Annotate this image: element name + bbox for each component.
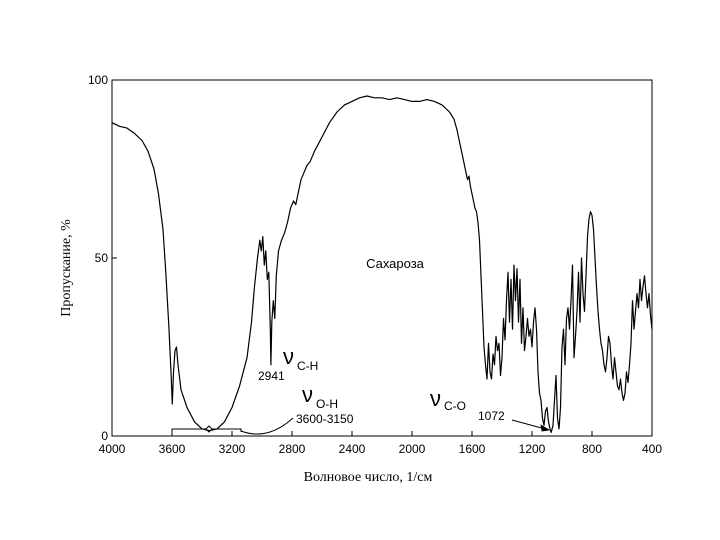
- nu-symbol-c-h: ν: [283, 344, 294, 369]
- nu-symbol-o-h: ν: [302, 382, 313, 407]
- o-h-leader-line: [240, 417, 294, 435]
- annotation-o-h: ν O-H 3600-3150: [171, 382, 354, 435]
- nu-symbol-c-o: ν: [430, 386, 441, 411]
- annotation-label-c-o: C-O: [444, 399, 466, 413]
- annotation-value-1072: 1072: [478, 409, 505, 423]
- annotation-value-2941: 2941: [258, 369, 285, 383]
- x-tick-label: 1200: [519, 442, 546, 456]
- x-tick-label: 2000: [399, 442, 426, 456]
- c-o-arrowhead: [540, 424, 551, 432]
- x-tick-label: 2800: [279, 442, 306, 456]
- x-tick-label: 2400: [339, 442, 366, 456]
- x-axis-title: Волновое число, 1/см: [304, 470, 433, 485]
- x-tick-label: 1600: [459, 442, 486, 456]
- chart-title: Сахароза: [366, 256, 425, 271]
- annotation-label-c-h: C-H: [297, 359, 318, 373]
- y-axis-ticks: 0 50 100: [88, 73, 117, 443]
- annotation-c-h: ν C-H 2941: [258, 344, 318, 383]
- annotation-label-o-h: O-H: [316, 397, 338, 411]
- x-tick-label: 400: [642, 442, 662, 456]
- y-tick-label: 50: [95, 251, 109, 265]
- o-h-range-diamond: [205, 425, 213, 433]
- x-tick-label: 3200: [219, 442, 246, 456]
- y-tick-label: 100: [88, 73, 108, 87]
- x-tick-label: 3600: [159, 442, 186, 456]
- spectrum-line: [111, 95, 653, 433]
- annotation-value-3600-3150: 3600-3150: [296, 412, 354, 426]
- x-tick-label: 4000: [99, 442, 126, 456]
- x-axis-ticks: 4000 3600 3200 2800 2400 2000 1600 1200 800 400: [99, 431, 662, 456]
- y-axis-title: Пропускание, %: [59, 219, 74, 317]
- x-tick-label: 800: [582, 442, 602, 456]
- annotation-c-o: ν C-O 1072: [430, 386, 551, 432]
- y-tick-label: 0: [101, 429, 108, 443]
